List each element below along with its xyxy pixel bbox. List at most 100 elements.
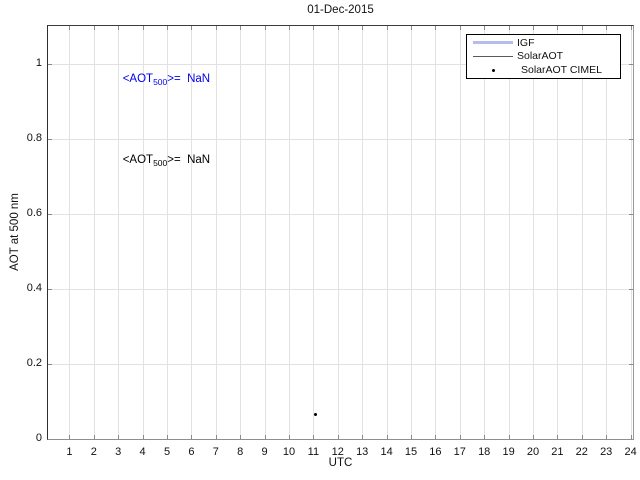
x-tick-mark <box>118 26 120 30</box>
x-tick-mark <box>581 26 583 30</box>
x-tick-label: 11 <box>307 446 320 458</box>
x-tick-mark <box>435 435 437 439</box>
x-tick-mark <box>508 435 510 439</box>
x-tick-label: 23 <box>600 446 613 458</box>
x-tick-mark <box>69 435 71 439</box>
y-tick-mark <box>48 363 52 365</box>
x-tick-mark <box>167 26 168 30</box>
annotation-subscript: 500 <box>153 158 168 169</box>
y-gridline <box>48 288 633 290</box>
x-tick-mark <box>411 26 412 30</box>
legend-label: SolarAOT CIMEL <box>521 64 602 77</box>
x-gridline <box>533 26 534 439</box>
x-tick-mark <box>386 435 388 439</box>
x-tick-mark <box>240 26 242 30</box>
plot-title: 01-Dec-2015 <box>307 4 374 16</box>
y-gridline <box>48 63 633 65</box>
x-tick-mark <box>459 26 461 30</box>
x-tick-mark <box>313 435 315 439</box>
x-tick-mark <box>362 26 364 30</box>
x-tick-label: 8 <box>237 446 244 458</box>
x-tick-label: 3 <box>115 446 122 458</box>
x-tick-mark <box>313 26 315 30</box>
x-tick-label: 20 <box>526 446 540 458</box>
x-tick-mark <box>337 26 339 30</box>
x-tick-mark <box>118 435 120 439</box>
legend-entry: SolarAOT <box>467 50 620 63</box>
x-gridline <box>484 26 486 439</box>
x-gridline <box>508 26 510 439</box>
annotation-solaraot-mean-aot: <AOT500>= NaN <box>104 139 211 184</box>
x-gridline <box>386 26 388 439</box>
x-gridline <box>69 26 71 439</box>
x-tick-label: 4 <box>139 446 146 458</box>
x-tick-label: 13 <box>356 446 369 458</box>
x-gridline <box>581 26 583 439</box>
x-tick-mark <box>362 435 364 439</box>
x-tick-label: 9 <box>261 446 268 458</box>
x-tick-mark <box>93 435 95 439</box>
legend-line-swatch-icon <box>473 41 513 45</box>
x-gridline <box>557 26 559 439</box>
y-tick-label: 0.6 <box>26 206 42 219</box>
y-tick-mark <box>629 363 633 365</box>
x-tick-mark <box>606 26 608 30</box>
legend-label: IGF <box>517 36 535 49</box>
x-gridline <box>435 26 437 439</box>
y-tick-mark <box>629 63 633 65</box>
x-gridline <box>606 26 608 439</box>
x-tick-label: 21 <box>551 446 564 458</box>
x-tick-mark <box>606 435 608 439</box>
x-tick-label: 6 <box>188 446 195 458</box>
x-tick-mark <box>533 26 534 30</box>
legend-dot-marker-icon <box>473 68 513 72</box>
x-tick-label: 16 <box>429 446 442 458</box>
y-tick-mark <box>48 63 52 65</box>
x-gridline <box>118 26 120 439</box>
x-gridline <box>630 26 632 439</box>
x-tick-mark <box>191 26 193 30</box>
x-tick-label: 2 <box>90 446 97 458</box>
annotation-text: >= NaN <box>167 154 211 167</box>
y-gridline <box>48 363 633 365</box>
data-point-solaraot-cimel <box>314 413 318 417</box>
annotation-igf-mean-aot: <AOT500>= NaN <box>104 58 210 103</box>
plot-area: <AOT500>= NaN <AOT500>= NaN IGF SolarAOT S… <box>27 25 637 458</box>
annotation-subscript: 500 <box>153 77 168 88</box>
x-tick-mark <box>484 435 486 439</box>
x-tick-mark <box>142 435 144 439</box>
legend-label: SolarAOT <box>517 50 564 63</box>
y-tick-label: 0 <box>35 432 42 444</box>
x-tick-label: 7 <box>212 446 219 458</box>
x-tick-label: 10 <box>282 446 296 458</box>
x-tick-mark <box>508 26 510 30</box>
x-tick-mark <box>264 435 266 439</box>
legend-entry: SolarAOT CIMEL <box>467 64 620 77</box>
x-gridline <box>362 26 364 439</box>
x-gridline <box>411 26 412 439</box>
x-tick-mark <box>93 26 95 30</box>
y-axis-label: AOT at 500 nm <box>9 193 21 271</box>
x-gridline <box>167 26 168 439</box>
annotation-text: <AOT <box>122 154 154 167</box>
y-gridline <box>48 138 633 140</box>
x-tick-mark <box>191 435 193 439</box>
x-tick-label: 5 <box>163 446 171 458</box>
y-tick-mark <box>48 288 52 290</box>
x-tick-mark <box>435 26 437 30</box>
x-tick-label: 14 <box>380 446 393 458</box>
x-gridline <box>313 26 315 439</box>
x-gridline <box>93 26 95 439</box>
y-tick-mark <box>48 213 52 215</box>
x-tick-label: 22 <box>575 446 588 458</box>
x-tick-mark <box>557 435 559 439</box>
x-tick-mark <box>167 435 168 439</box>
x-tick-mark <box>484 26 486 30</box>
x-tick-label: 18 <box>478 446 491 458</box>
x-tick-mark <box>533 435 534 439</box>
x-tick-mark <box>581 435 583 439</box>
x-tick-mark <box>215 26 217 30</box>
x-gridline <box>289 26 290 439</box>
x-gridline <box>142 26 144 439</box>
